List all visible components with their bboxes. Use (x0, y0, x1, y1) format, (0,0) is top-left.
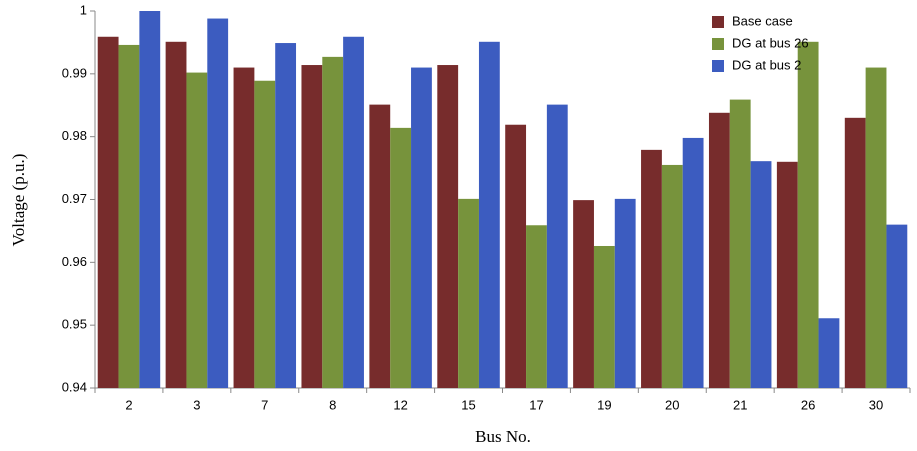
bar (886, 224, 908, 388)
legend-label: Base case (732, 13, 793, 28)
bar (573, 200, 594, 388)
bar (186, 72, 208, 389)
bar (139, 11, 161, 388)
bar (254, 80, 276, 389)
y-tick-label: 0.96 (62, 254, 87, 269)
x-tick-label: 3 (193, 397, 200, 412)
y-axis-label: Voltage (p.u.) (9, 154, 28, 247)
x-tick-label: 19 (597, 397, 611, 412)
bar (343, 36, 364, 389)
legend-label: DG at bus 26 (732, 35, 809, 50)
bar (322, 56, 344, 388)
legend-label: DG at bus 2 (732, 57, 801, 72)
bar (437, 65, 459, 388)
y-tick-label: 0.94 (62, 379, 87, 394)
y-tick-label: 0.99 (62, 65, 87, 80)
bar (526, 225, 547, 388)
x-tick-label: 26 (801, 397, 815, 412)
bar (641, 149, 662, 388)
x-tick-label: 21 (733, 397, 747, 412)
bar (301, 65, 323, 388)
bar (614, 198, 636, 388)
bar (797, 41, 819, 389)
bar (865, 67, 887, 389)
x-tick-label: 17 (529, 397, 543, 412)
bar (478, 41, 500, 389)
bar (593, 245, 615, 388)
x-tick-label: 7 (261, 397, 268, 412)
bar (546, 104, 568, 388)
bar (118, 44, 140, 389)
bar (818, 318, 840, 388)
bar (844, 117, 866, 389)
bar (505, 124, 527, 388)
bar (661, 164, 683, 388)
y-tick-label: 0.97 (62, 191, 87, 206)
bar (776, 161, 798, 388)
x-tick-label: 8 (329, 397, 336, 412)
bar (369, 104, 391, 388)
bar (165, 41, 187, 389)
bar (458, 198, 479, 388)
legend-swatch (712, 16, 724, 28)
x-tick-label: 20 (665, 397, 679, 412)
x-tick-label: 30 (869, 397, 883, 412)
bar (682, 137, 704, 388)
x-tick-label: 12 (393, 397, 407, 412)
bar (97, 36, 119, 389)
legend-swatch (712, 38, 724, 50)
bar (275, 43, 297, 389)
y-tick-label: 1 (80, 2, 87, 17)
bar (233, 67, 255, 389)
y-tick-label: 0.98 (62, 128, 87, 143)
bar (729, 99, 751, 388)
bar (390, 127, 412, 389)
bar (207, 18, 229, 388)
x-axis-label: Bus No. (475, 427, 531, 446)
y-tick-label: 0.95 (62, 317, 87, 332)
bar (750, 161, 772, 388)
x-tick-label: 15 (461, 397, 475, 412)
bar (708, 112, 730, 388)
bar (411, 67, 432, 389)
x-tick-label: 2 (125, 397, 132, 412)
legend-swatch (712, 60, 724, 72)
